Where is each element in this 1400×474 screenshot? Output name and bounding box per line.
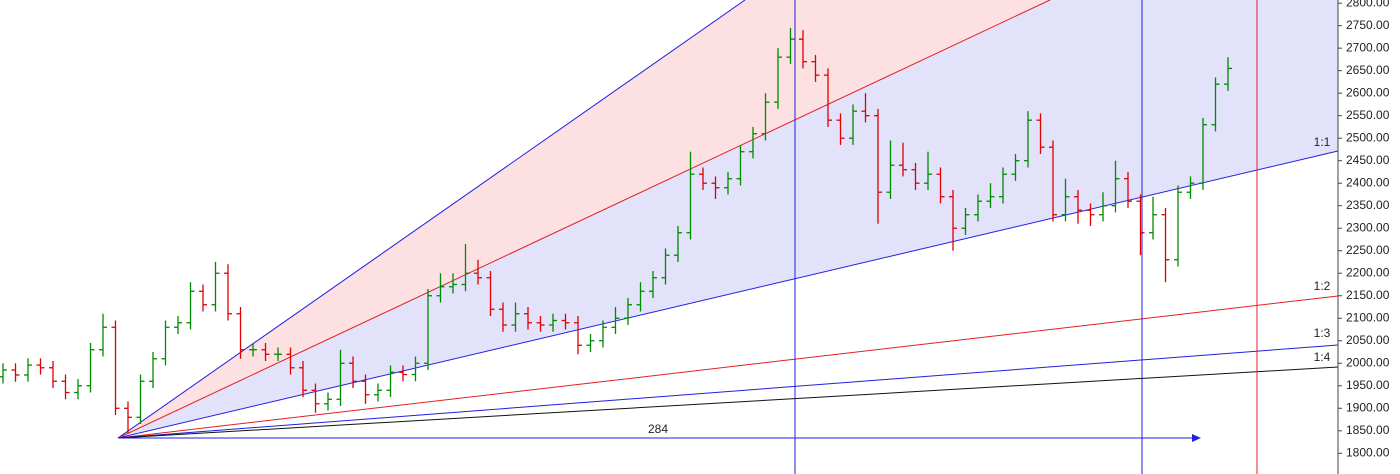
y-tick-label: 2750.00	[1346, 18, 1390, 32]
y-tick-label: 2400.00	[1346, 175, 1390, 189]
fan-fills	[118, 0, 1338, 438]
y-tick-label: 2450.00	[1346, 153, 1390, 167]
y-tick-label: 2250.00	[1346, 243, 1390, 257]
y-tick-label: 2350.00	[1346, 198, 1390, 212]
y-tick-label: 1850.00	[1346, 423, 1390, 437]
fan-label: 1:1	[1314, 135, 1331, 149]
fan-label: 1:4	[1314, 350, 1331, 364]
fan-line	[117, 150, 1339, 439]
fan-line	[117, 0, 1051, 439]
y-tick-label: 2500.00	[1346, 130, 1390, 144]
y-tick-label: 2150.00	[1346, 288, 1390, 302]
fan-line	[117, 344, 1339, 439]
fan-label: 1:3	[1314, 326, 1331, 340]
y-tick-label: 1800.00	[1346, 445, 1390, 459]
y-tick-label: 2600.00	[1346, 85, 1390, 99]
price-bars	[0, 27, 1232, 434]
y-tick-label: 2650.00	[1346, 63, 1390, 77]
y-tick-label: 2050.00	[1346, 333, 1390, 347]
y-tick-label: 1950.00	[1346, 378, 1390, 392]
y-tick-label: 2550.00	[1346, 108, 1390, 122]
y-tick-label: 2000.00	[1346, 355, 1390, 369]
y-tick-label: 2800.00	[1346, 0, 1390, 9]
range-label: 284	[648, 422, 668, 436]
fan-line	[117, 295, 1339, 439]
y-tick-label: 2300.00	[1346, 220, 1390, 234]
y-tick-label: 1900.00	[1346, 400, 1390, 414]
fan-fill-lower	[118, 0, 1338, 438]
range-arrowhead	[1192, 434, 1201, 442]
fan-line	[117, 366, 1339, 439]
y-tick-label: 2200.00	[1346, 265, 1390, 279]
y-tick-label: 2100.00	[1346, 310, 1390, 324]
fan-lines	[117, 0, 1339, 474]
fan-label: 1:2	[1314, 279, 1331, 293]
fan-line	[117, 0, 746, 439]
y-tick-label: 2700.00	[1346, 40, 1390, 54]
